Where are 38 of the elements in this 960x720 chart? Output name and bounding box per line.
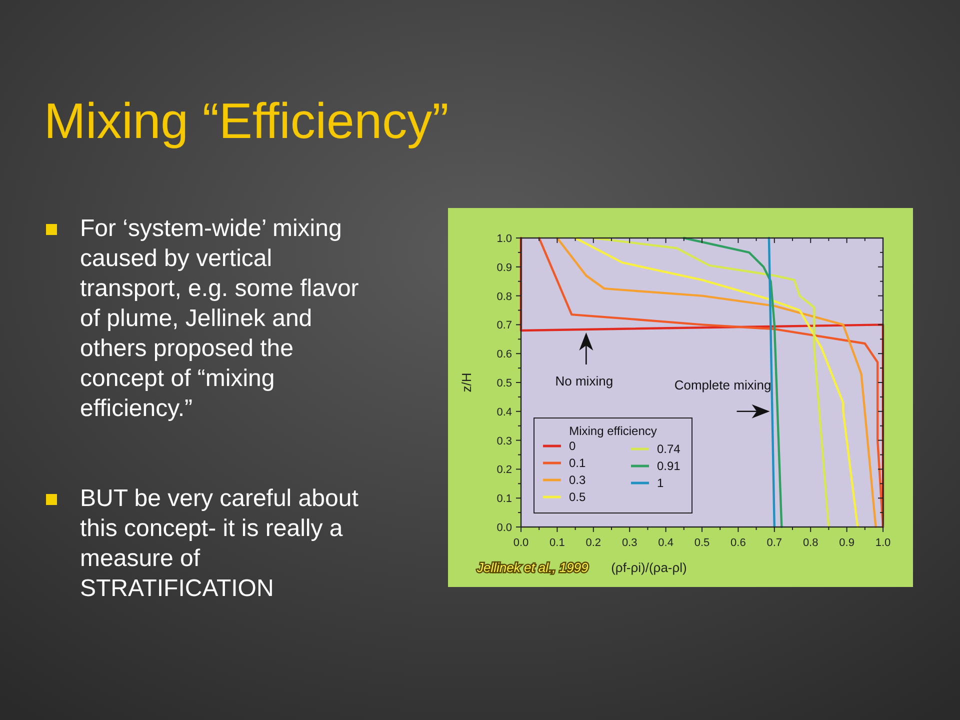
x-tick-label: 0.2 [586,537,602,549]
x-tick-label: 0.0 [513,537,529,549]
y-tick-label: 0.1 [496,493,512,506]
text: BUT be very careful about this concept- it is really a measure of STRATIFICATION [80,485,359,602]
legend-label: 1 [657,476,664,490]
x-tick-label: 0.3 [622,537,638,549]
annotation: Complete mixing [674,377,772,392]
y-tick-label: 0.6 [496,348,512,361]
y-tick-label: 0.7 [496,320,512,332]
legend-title: Mixing efficiency [569,424,657,438]
y-tick-label: 0.2 [496,464,512,476]
x-tick-label: 0.9 [839,537,854,549]
y-tick-label: 0.4 [496,406,512,418]
x-axis-title: (ρf-ρi)/(ρa-ρl) [611,560,687,575]
x-tick-label: 0.5 [694,537,710,549]
annotation: No mixing [555,373,614,388]
y-tick-label: 0.5 [496,378,512,390]
x-tick-label: 0.7 [766,537,782,549]
text: Jellinek et al., 1999 [476,560,588,575]
legend-label: 0.91 [657,459,681,473]
chart-title: Mixing “Efficiency” [44,93,449,149]
y-tick-label: 0.8 [496,290,512,303]
legend-label: 0.74 [657,442,681,456]
y-axis-title: z/H [459,372,474,392]
x-tick-label: 0.8 [802,537,818,549]
legend-label: 0 [569,439,576,453]
legend-label: 0.1 [569,456,586,470]
text: For ‘system-wide’ mixing caused by vertical transport, e.g. some flavor of plume, Jellinek and others proposed the concept of “mixing efficiency.” [80,215,359,422]
y-tick-label: 1.0 [496,233,512,245]
x-tick-label: 0.1 [550,537,565,549]
y-tick-label: 0.3 [496,435,512,448]
y-tick-label: 0.0 [496,522,512,534]
legend-label: 0.3 [569,473,586,487]
x-tick-label: 1.0 [875,537,891,549]
x-tick-label: 0.6 [730,537,746,549]
x-tick-label: 0.4 [658,537,674,549]
y-tick-label: 0.9 [496,262,512,274]
legend-label: 0.5 [569,490,586,504]
